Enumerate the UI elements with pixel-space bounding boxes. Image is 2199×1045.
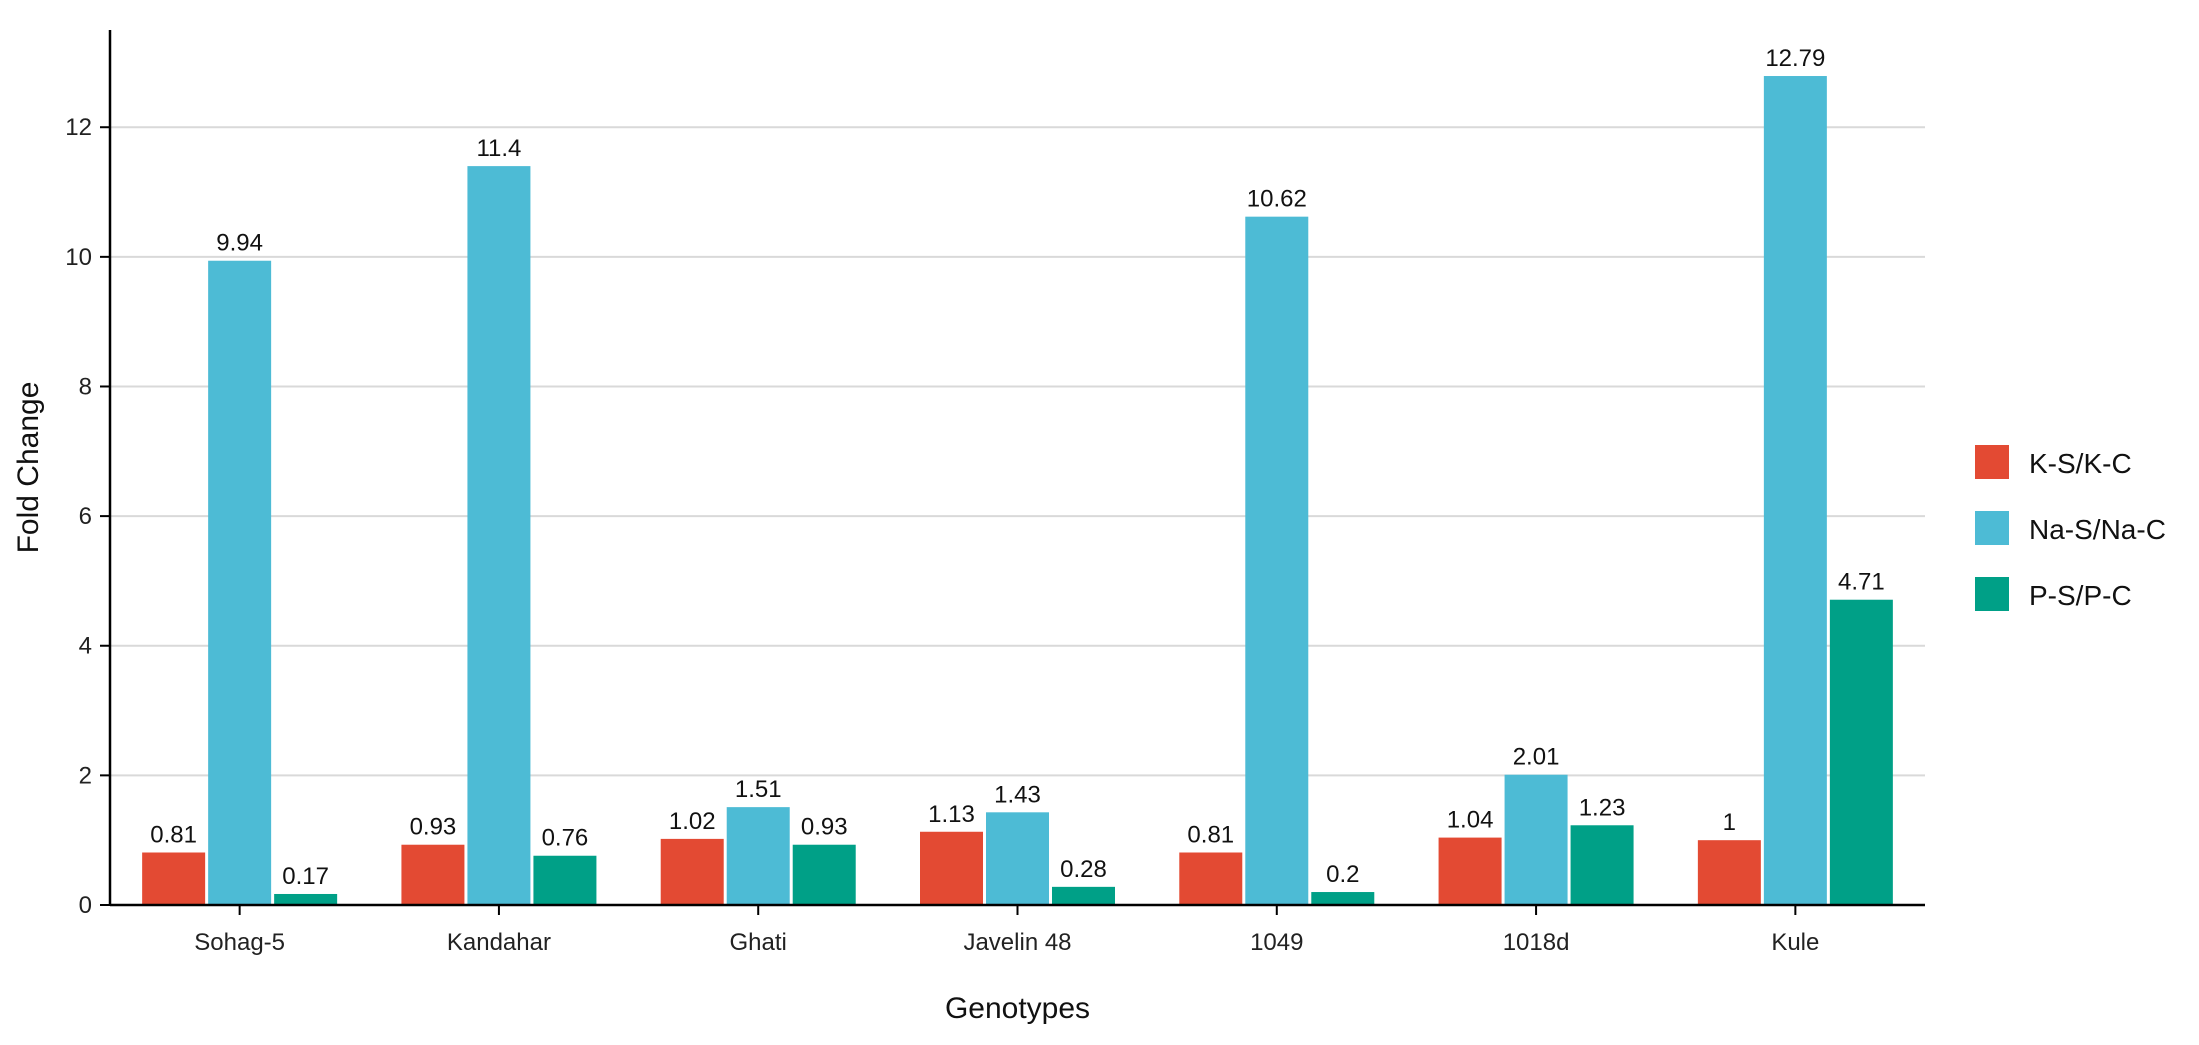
y-tick-label: 0 xyxy=(79,892,92,919)
y-tick-label: 12 xyxy=(65,114,92,141)
x-tick-label: 1049 xyxy=(1250,929,1303,956)
legend-swatch-k-s-k-c xyxy=(1975,445,2009,479)
data-label: 9.94 xyxy=(216,230,263,257)
data-label: 0.76 xyxy=(542,825,589,852)
x-axis-title: Genotypes xyxy=(945,992,1090,1025)
bar-k-s-k-c-1018d xyxy=(1438,837,1502,905)
data-label: 1.02 xyxy=(669,808,716,835)
data-label: 0.93 xyxy=(801,814,848,841)
y-axis-title: Fold Change xyxy=(12,382,45,554)
data-label: 0.17 xyxy=(282,863,329,890)
bar-na-s-na-c-kule xyxy=(1763,76,1827,906)
x-tick-label: Javelin 48 xyxy=(963,929,1071,956)
x-tick-label: Kandahar xyxy=(447,929,551,956)
data-label: 1.23 xyxy=(1579,794,1626,821)
data-label: 0.2 xyxy=(1326,861,1359,888)
legend-swatch-p-s-p-c xyxy=(1975,577,2009,611)
data-label: 0.28 xyxy=(1060,856,1107,883)
bar-p-s-p-c-1049 xyxy=(1311,892,1375,905)
bar-p-s-p-c-javelin-48 xyxy=(1052,886,1115,905)
legend-label: Na-S/Na-C xyxy=(2029,514,2166,545)
x-tick-label: Sohag-5 xyxy=(194,929,285,956)
y-tick-label: 10 xyxy=(65,244,92,271)
bar-na-s-na-c-javelin-48 xyxy=(986,812,1049,905)
bar-k-s-k-c-1049 xyxy=(1179,852,1243,905)
data-label: 0.81 xyxy=(150,822,197,849)
bar-p-s-p-c-kule xyxy=(1829,599,1893,905)
legend-label: P-S/P-C xyxy=(2029,580,2132,611)
legend-swatch-na-s-na-c xyxy=(1975,511,2009,545)
data-label: 10.62 xyxy=(1247,186,1307,213)
data-label: 1 xyxy=(1723,809,1736,836)
data-label: 1.13 xyxy=(928,801,975,828)
data-label: 1.51 xyxy=(735,776,782,803)
bar-na-s-na-c-ghati xyxy=(726,807,790,905)
data-label: 11.4 xyxy=(476,135,521,162)
legend-label: K-S/K-C xyxy=(2029,448,2132,479)
bar-p-s-p-c-ghati xyxy=(792,844,856,905)
data-label: 0.93 xyxy=(410,814,457,841)
bar-k-s-k-c-kandahar xyxy=(401,844,465,905)
legend: K-S/K-C Na-S/Na-C P-S/P-C xyxy=(1975,445,2166,611)
data-labels: 0.81 9.94 0.17 0.93 11.4 0.76 1.02 1.51 0.93 1.13… xyxy=(150,45,1884,890)
data-label: 1.43 xyxy=(994,781,1041,808)
bar-k-s-k-c-kule xyxy=(1697,840,1761,905)
bars xyxy=(142,76,1893,906)
bar-na-s-na-c-1049 xyxy=(1245,216,1309,905)
y-tick-label: 2 xyxy=(79,762,92,789)
y-tick-label: 4 xyxy=(79,633,92,660)
data-label: 12.79 xyxy=(1765,45,1825,72)
bar-p-s-p-c-kandahar xyxy=(533,855,597,905)
bar-k-s-k-c-sohag-5 xyxy=(142,852,206,905)
bar-k-s-k-c-ghati xyxy=(660,838,724,905)
y-tick-label: 8 xyxy=(79,373,92,400)
bar-na-s-na-c-kandahar xyxy=(467,166,531,906)
bar-p-s-p-c-1018d xyxy=(1570,825,1634,905)
gridlines xyxy=(110,126,1925,777)
x-tick-label: Ghati xyxy=(730,929,787,956)
data-label: 2.01 xyxy=(1513,744,1560,771)
y-tick-label: 6 xyxy=(79,503,92,530)
x-tick-label: 1018d xyxy=(1503,929,1570,956)
data-label: 0.81 xyxy=(1187,822,1234,849)
data-label: 4.71 xyxy=(1838,569,1885,596)
bar-na-s-na-c-sohag-5 xyxy=(208,260,272,906)
x-tick-label: Kule xyxy=(1771,929,1819,956)
bar-na-s-na-c-1018d xyxy=(1504,774,1568,905)
axes: 0 2 4 6 8 10 12 Sohag-5 Kandahar Ghati Javelin 48 1… xyxy=(65,30,1925,956)
data-label: 1.04 xyxy=(1447,807,1494,834)
bar-p-s-p-c-sohag-5 xyxy=(274,893,338,905)
bar-k-s-k-c-javelin-48 xyxy=(920,831,983,905)
